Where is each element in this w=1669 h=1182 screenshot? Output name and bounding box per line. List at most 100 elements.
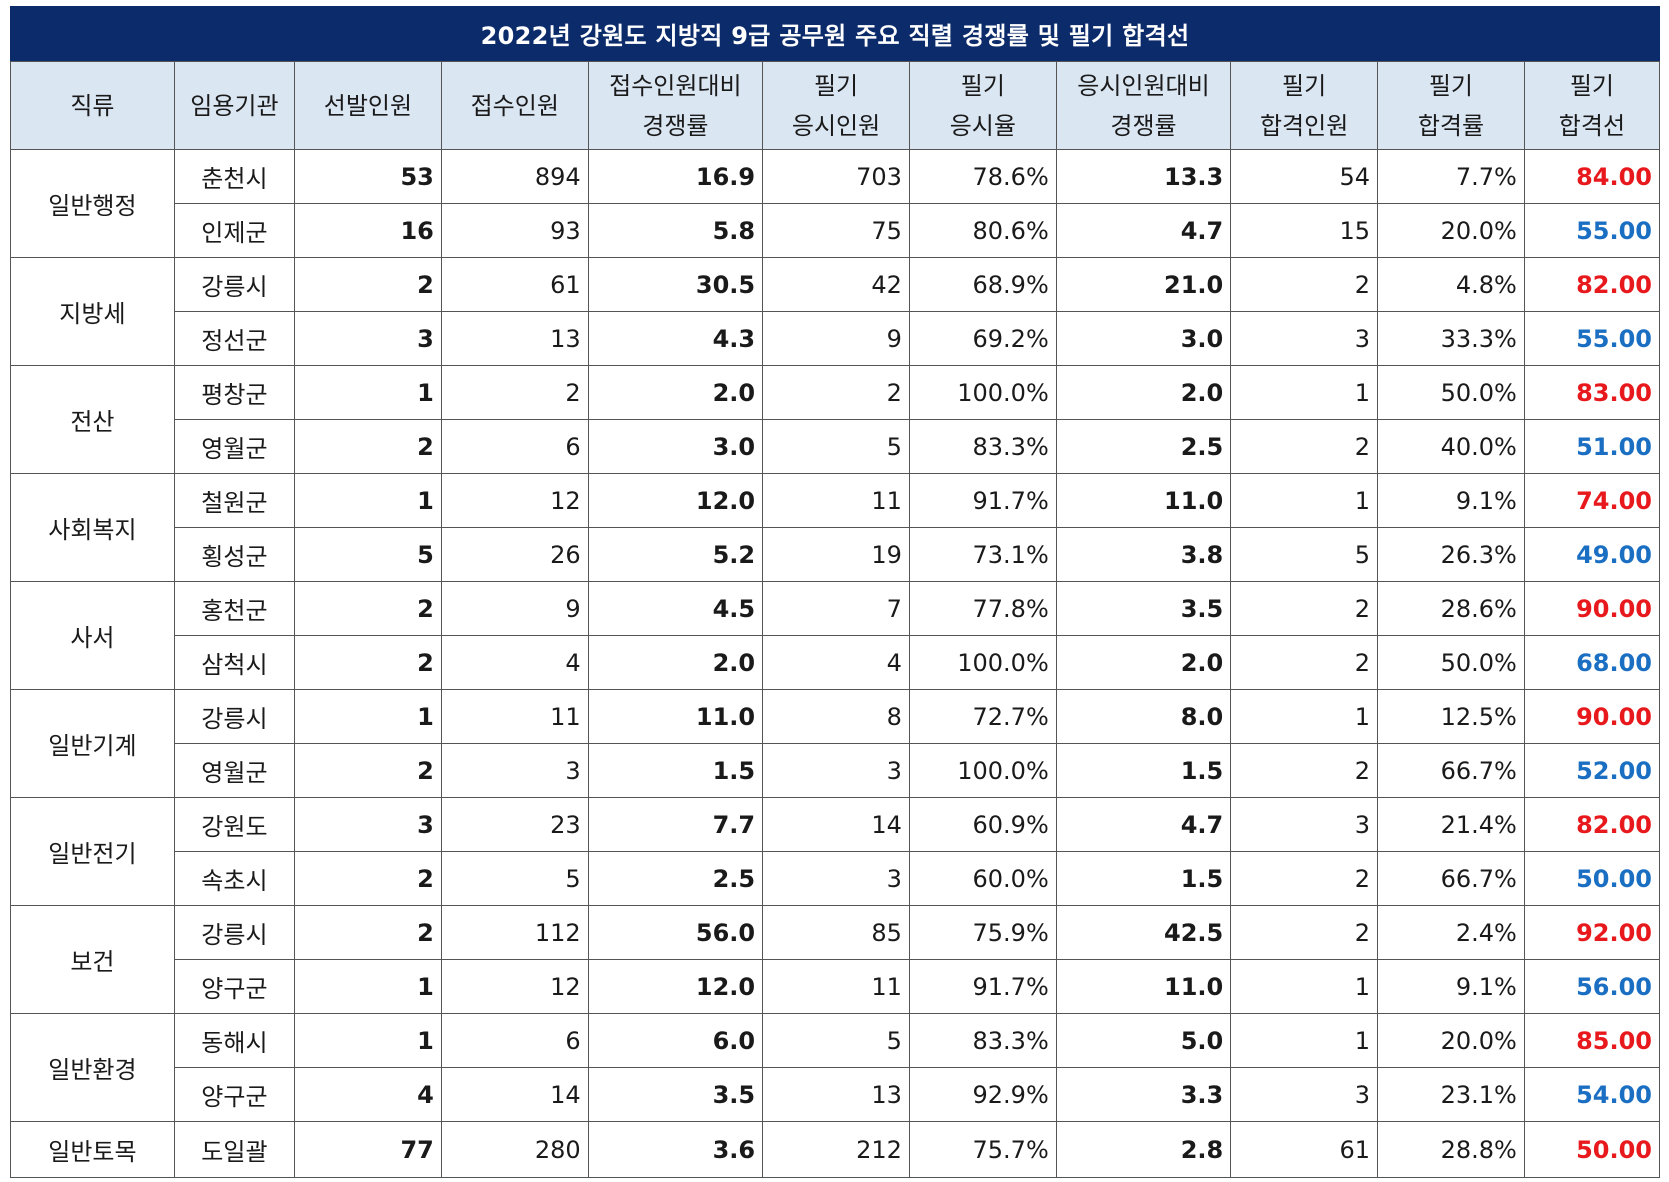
applied-cell: 61: [440, 257, 589, 312]
test-takers-cell: 5: [762, 419, 910, 474]
test-takers-cell: 19: [762, 527, 910, 582]
cutoff-cell: 54.00: [1523, 1067, 1661, 1122]
rate-applied-cell: 16.9: [587, 149, 764, 204]
table-row: 횡성군 5 26 5.2 19 73.1% 3.8 5 26.3% 49.00: [11, 527, 1661, 582]
rate-takers-cell: 3.8: [1055, 527, 1232, 582]
rate-takers-cell: 4.7: [1055, 797, 1232, 852]
passed-cell: 2: [1230, 905, 1379, 960]
applied-cell: 3: [440, 743, 589, 798]
attendance-cell: 68.9%: [908, 257, 1057, 312]
header-selected-line: 선발인원: [323, 91, 413, 120]
org-cell: 철원군: [173, 473, 296, 528]
rate-takers-cell: 3.3: [1055, 1067, 1232, 1122]
passed-cell: 1: [1230, 365, 1379, 420]
attendance-cell: 83.3%: [908, 1013, 1057, 1068]
header-applied: 접수인원: [440, 61, 589, 150]
cutoff-cell: 82.00: [1523, 257, 1661, 312]
selected-cell: 1: [294, 473, 442, 528]
category-cell: 일반환경: [10, 1013, 175, 1122]
org-cell: 홍천군: [173, 581, 296, 636]
table-row: 사회복지 철원군 1 12 12.0 11 91.7% 11.0 1 9.1% 74.00: [10, 473, 1661, 582]
cutoff-cell: 83.00: [1523, 365, 1661, 420]
passed-cell: 2: [1230, 635, 1379, 690]
table-row: 양구군 4 14 3.5 13 92.9% 3.3 3 23.1% 54.00: [11, 1067, 1661, 1122]
cutoff-cell: 90.00: [1523, 689, 1661, 744]
passed-cell: 2: [1230, 419, 1379, 474]
attendance-cell: 73.1%: [908, 527, 1057, 582]
header-attendance-line: 필기: [960, 71, 1005, 100]
table-title: 2022년 강원도 지방직 9급 공무원 주요 직렬 경쟁률 및 필기 합격선: [10, 6, 1660, 61]
cutoff-cell: 55.00: [1523, 203, 1661, 258]
selected-cell: 2: [294, 635, 442, 690]
pass-rate-cell: 7.7%: [1377, 149, 1525, 204]
org-cell: 도일괄: [173, 1121, 296, 1178]
table-row: 영월군 2 3 1.5 3 100.0% 1.5 2 66.7% 52.00: [11, 743, 1661, 798]
cutoff-cell: 51.00: [1523, 419, 1661, 474]
header-rate-takers-line: 응시인원대비: [1077, 71, 1210, 100]
passed-cell: 54: [1230, 149, 1379, 204]
test-takers-cell: 42: [762, 257, 910, 312]
cutoff-cell: 56.00: [1523, 959, 1661, 1014]
applied-cell: 9: [440, 581, 589, 636]
rate-applied-cell: 4.5: [587, 581, 764, 636]
cutoff-cell: 68.00: [1523, 635, 1661, 690]
pass-rate-cell: 23.1%: [1377, 1067, 1525, 1122]
applied-cell: 13: [440, 311, 589, 366]
rate-applied-cell: 11.0: [587, 689, 764, 744]
rate-takers-cell: 42.5: [1055, 905, 1232, 960]
pass-rate-cell: 2.4%: [1377, 905, 1525, 960]
passed-cell: 2: [1230, 581, 1379, 636]
selected-cell: 1: [294, 959, 442, 1014]
table-row: 속초시 2 5 2.5 3 60.0% 1.5 2 66.7% 50.00: [11, 851, 1661, 906]
cutoff-cell: 85.00: [1523, 1013, 1661, 1068]
category-cell: 사서: [10, 581, 175, 690]
org-cell: 인제군: [173, 203, 296, 258]
pass-rate-cell: 9.1%: [1377, 473, 1525, 528]
selected-cell: 1: [294, 689, 442, 744]
attendance-cell: 100.0%: [908, 365, 1057, 420]
header-org-line: 임용기관: [190, 91, 279, 120]
applied-cell: 280: [440, 1121, 589, 1178]
applied-cell: 6: [440, 419, 589, 474]
rate-takers-cell: 1.5: [1055, 851, 1232, 906]
header-pass-rate-line: 합격률: [1417, 111, 1485, 140]
header-cutoff-line: 필기: [1569, 71, 1614, 100]
applied-cell: 5: [440, 851, 589, 906]
rate-applied-cell: 1.5: [587, 743, 764, 798]
table-body: 일반행정 춘천시 53 894 16.9 703 78.6% 13.3 54 7.7% 84.00 인…: [10, 149, 1661, 1178]
rate-applied-cell: 4.3: [587, 311, 764, 366]
pass-rate-cell: 20.0%: [1377, 203, 1525, 258]
table-row: 일반기계 강릉시 1 11 11.0 8 72.7% 8.0 1 12.5% 90.00: [10, 689, 1661, 798]
test-takers-cell: 5: [762, 1013, 910, 1068]
rate-applied-cell: 6.0: [587, 1013, 764, 1068]
pass-rate-cell: 28.6%: [1377, 581, 1525, 636]
org-cell: 영월군: [173, 419, 296, 474]
header-passed: 필기 합격인원: [1230, 61, 1379, 150]
passed-cell: 15: [1230, 203, 1379, 258]
rate-takers-cell: 5.0: [1055, 1013, 1232, 1068]
pass-rate-cell: 50.0%: [1377, 635, 1525, 690]
org-cell: 양구군: [173, 1067, 296, 1122]
table-row: 정선군 3 13 4.3 9 69.2% 3.0 3 33.3% 55.00: [11, 311, 1661, 366]
table-header: 직류 임용기관 선발인원 접수인원 접수인원대비 경쟁률 필기 응시인원 필기 응시율 응시인원대비…: [10, 61, 1661, 150]
category-cell: 일반기계: [10, 689, 175, 798]
header-row: 직류 임용기관 선발인원 접수인원 접수인원대비 경쟁률 필기 응시인원 필기 응시율 응시인원대비…: [10, 61, 1661, 150]
applied-cell: 23: [440, 797, 589, 852]
header-attendance: 필기 응시율: [908, 61, 1057, 150]
org-cell: 삼척시: [173, 635, 296, 690]
rate-takers-cell: 1.5: [1055, 743, 1232, 798]
table-row: 양구군 1 12 12.0 11 91.7% 11.0 1 9.1% 56.00: [11, 959, 1661, 1014]
attendance-cell: 100.0%: [908, 743, 1057, 798]
cutoff-cell: 84.00: [1523, 149, 1661, 204]
pass-rate-cell: 33.3%: [1377, 311, 1525, 366]
rate-takers-cell: 2.5: [1055, 419, 1232, 474]
rate-takers-cell: 2.0: [1055, 635, 1232, 690]
applied-cell: 12: [440, 959, 589, 1014]
category-cell: 전산: [10, 365, 175, 474]
org-cell: 영월군: [173, 743, 296, 798]
rate-applied-cell: 3.6: [587, 1121, 764, 1178]
header-cutoff-line: 합격선: [1558, 111, 1626, 140]
pass-rate-cell: 40.0%: [1377, 419, 1525, 474]
pass-rate-cell: 9.1%: [1377, 959, 1525, 1014]
table-row: 일반전기 강원도 3 23 7.7 14 60.9% 4.7 3 21.4% 82.00: [10, 797, 1661, 906]
